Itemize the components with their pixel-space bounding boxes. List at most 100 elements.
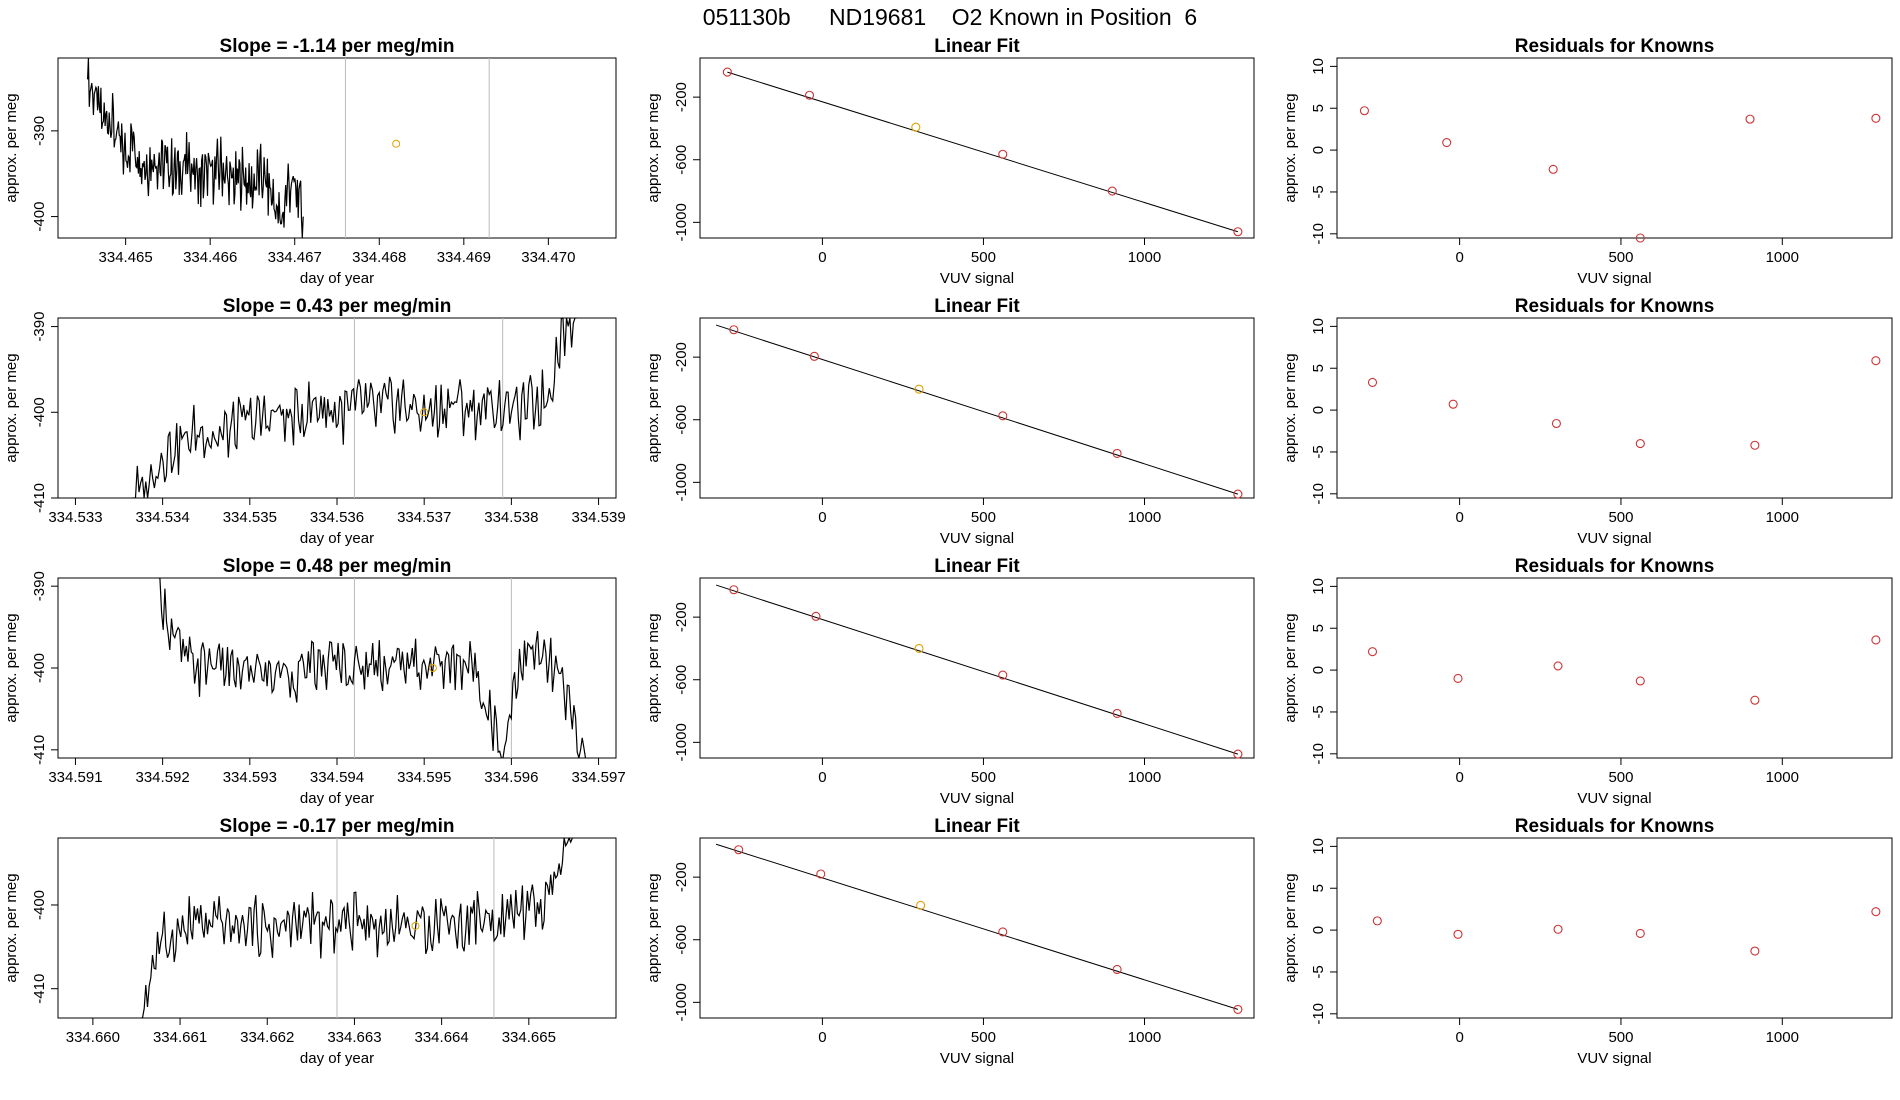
known-point <box>1233 749 1243 759</box>
known-point <box>1107 186 1117 196</box>
known-point <box>1359 106 1369 116</box>
y-tick-label: -10 <box>1310 743 1327 765</box>
known-point <box>998 670 1008 680</box>
x-tick-label: 1000 <box>1766 249 1799 266</box>
y-tick-label: 0 <box>1310 926 1327 934</box>
x-tick-label: 334.538 <box>484 509 538 526</box>
chart-title: Linear Fit <box>934 36 1020 57</box>
known-point <box>1750 946 1760 956</box>
panel-timeseries: Slope = -0.17 per meg/min day of year appr… <box>3 816 617 1067</box>
x-tick-label: 500 <box>1608 1029 1633 1046</box>
x-tick-label: 500 <box>971 509 996 526</box>
y-tick-label: -390 <box>31 116 48 146</box>
x-tick-label: 334.539 <box>571 509 625 526</box>
y-axis-label: approx. per meg <box>3 93 20 202</box>
known-point <box>809 351 819 361</box>
known-point <box>1233 1004 1243 1014</box>
x-tick-label: 0 <box>818 769 826 786</box>
known-point <box>1233 227 1243 237</box>
chart-title: Slope = 0.43 per meg/min <box>223 296 452 317</box>
panel-residuals: Residuals for Knowns VUV signal approx. pe… <box>1282 556 1893 807</box>
y-tick-label: -410 <box>31 483 48 513</box>
x-tick-label: 334.597 <box>571 769 625 786</box>
plot-frame <box>57 57 617 239</box>
known-point <box>1750 695 1760 705</box>
y-tick-label: 10 <box>1310 578 1327 595</box>
x-tick-label: 1000 <box>1128 1029 1161 1046</box>
panel-linear-fit: Linear Fit VUV signal approx. per meg 0 500 1… <box>645 296 1255 547</box>
x-tick-label: 334.593 <box>223 769 277 786</box>
known-point <box>1548 164 1558 174</box>
x-tick-label: 0 <box>818 1029 826 1046</box>
x-tick-label: 1000 <box>1128 249 1161 266</box>
known-point <box>1635 233 1645 243</box>
known-point <box>734 845 744 855</box>
y-tick-label: -5 <box>1310 445 1327 458</box>
x-axis-label: VUV signal <box>940 530 1014 547</box>
x-tick-label: 334.596 <box>484 769 538 786</box>
y-tick-label: 5 <box>1310 884 1327 892</box>
panel-linear-fit: Linear Fit VUV signal approx. per meg 0 500 1… <box>645 556 1255 807</box>
x-tick-label: 1000 <box>1128 769 1161 786</box>
chart-title: Residuals for Knowns <box>1515 296 1715 317</box>
y-tick-label: -400 <box>31 890 48 920</box>
known-point <box>729 325 739 335</box>
y-tick-label: -400 <box>31 202 48 232</box>
y-tick-label: -200 <box>673 602 690 632</box>
y-tick-label: -5 <box>1310 965 1327 978</box>
plot-frame <box>699 57 1255 239</box>
y-axis-label: approx. per meg <box>645 873 662 982</box>
x-tick-label: 334.466 <box>183 249 237 266</box>
y-tick-label: -10 <box>1310 1003 1327 1025</box>
x-tick-label: 500 <box>1608 769 1633 786</box>
x-tick-label: 334.595 <box>397 769 451 786</box>
y-tick-label: 5 <box>1310 104 1327 112</box>
x-tick-label: 334.663 <box>327 1029 381 1046</box>
y-axis-label: approx. per meg <box>3 353 20 462</box>
y-axis-label: approx. per meg <box>1282 93 1299 202</box>
y-tick-label: -410 <box>31 735 48 765</box>
x-tick-label: 0 <box>1455 769 1463 786</box>
plot-frame <box>1336 317 1893 499</box>
y-tick-label: -1000 <box>673 983 690 1021</box>
y-tick-label: 0 <box>1310 146 1327 154</box>
x-tick-label: 1000 <box>1128 509 1161 526</box>
x-tick-label: 500 <box>1608 249 1633 266</box>
y-axis-label: approx. per meg <box>3 613 20 722</box>
known-point <box>1112 708 1122 718</box>
y-tick-label: -400 <box>31 653 48 683</box>
y-tick-label: -5 <box>1310 185 1327 198</box>
x-tick-label: 1000 <box>1766 509 1799 526</box>
y-tick-label: -200 <box>673 342 690 372</box>
fit-line <box>715 584 1239 755</box>
known-point <box>1635 439 1645 449</box>
y-tick-label: 10 <box>1310 318 1327 335</box>
known-point <box>1635 928 1645 938</box>
y-tick-label: 5 <box>1310 624 1327 632</box>
timeseries-line <box>87 58 304 238</box>
y-tick-label: 5 <box>1310 364 1327 372</box>
x-tick-label: 0 <box>818 249 826 266</box>
x-tick-label: 334.468 <box>352 249 406 266</box>
plot-frame <box>1336 57 1893 239</box>
y-tick-label: 0 <box>1310 666 1327 674</box>
sample-point <box>916 900 926 910</box>
x-tick-label: 334.594 <box>310 769 364 786</box>
panel-linear-fit: Linear Fit VUV signal approx. per meg 0 500 1… <box>645 36 1255 287</box>
plot-frame <box>57 317 617 499</box>
plot-frame <box>699 577 1255 759</box>
x-axis-label: day of year <box>300 790 374 807</box>
known-point <box>1871 635 1881 645</box>
known-point <box>811 611 821 621</box>
known-point <box>998 149 1008 159</box>
known-point <box>1112 964 1122 975</box>
y-tick-label: -5 <box>1310 705 1327 718</box>
plot-frame <box>699 837 1255 1019</box>
sample-point <box>914 384 924 394</box>
x-tick-label: 0 <box>1455 249 1463 266</box>
x-tick-label: 500 <box>1608 509 1633 526</box>
y-tick-label: 10 <box>1310 838 1327 855</box>
x-axis-label: VUV signal <box>940 270 1014 287</box>
x-axis-label: day of year <box>300 1050 374 1067</box>
x-tick-label: 334.665 <box>502 1029 556 1046</box>
